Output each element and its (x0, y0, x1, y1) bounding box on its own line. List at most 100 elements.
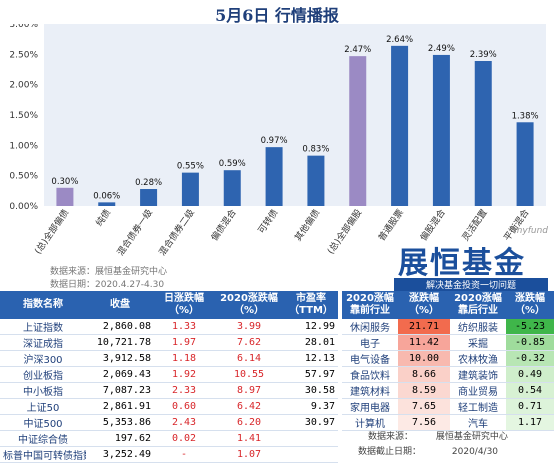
x-tick-label: (总)全部偏债 (32, 207, 72, 257)
plot-area (44, 24, 546, 206)
data-label: 2.64% (386, 35, 413, 45)
table-cell: 3,912.58 (86, 350, 154, 367)
brand-logo: myfund 展恒基金 解决基金投资一切问题 (388, 226, 552, 296)
table-cell: 0.54 (506, 382, 554, 399)
x-tick-label: 混合债券二级 (156, 207, 197, 258)
table-cell: 标普中国可转债指数 (0, 446, 86, 463)
table-cell: 8.59 (398, 382, 450, 399)
bar (432, 54, 450, 206)
x-tick-label: 其他偏债 (292, 207, 322, 243)
chart-source-notes: 数据来源：展恒基金研究中心 数据日期：2020.4.27-4.30 (50, 266, 167, 292)
data-label: 0.30% (51, 177, 78, 187)
table-row: 深证成指 10,721.78 1.97 7.62 28.01 (0, 334, 338, 351)
y-tick-label: 0.00% (9, 202, 38, 212)
table-cell: 8.66 (398, 366, 450, 383)
bar (56, 187, 74, 206)
table-cell: 0.49 (506, 366, 554, 383)
table-row: 沪深300 3,912.58 1.18 6.14 12.13 (0, 350, 338, 367)
table-cell: 采掘 (450, 334, 506, 351)
table-cell: 12.99 (284, 319, 338, 335)
table-row: 休闲服务 21.71 纺织服装 -5.23 (342, 319, 554, 335)
table-cell: 商业贸易 (450, 382, 506, 399)
table-cell: 建筑材料 (342, 382, 398, 399)
x-tick-label: 混合债券一级 (114, 207, 155, 258)
table-cell: 6.14 (214, 350, 284, 367)
table-cell: 7.65 (398, 398, 450, 415)
table-cell: 1.92 (154, 366, 214, 383)
table-cell: 1.18 (154, 350, 214, 367)
bar (98, 202, 116, 206)
table-cell: 11.42 (398, 334, 450, 351)
x-tick-label: 纯债 (93, 207, 113, 229)
table-row: 计算机 7.56 汽车 1.17 (342, 414, 554, 431)
table-cell: 2,860.08 (86, 319, 154, 335)
table-row: 中小板指 7,087.23 2.33 8.97 30.58 (0, 382, 338, 399)
y-tick-label: 1.00% (9, 141, 38, 151)
page-title: 5月6日 行情播报 (215, 6, 339, 25)
table-cell: 1.07 (214, 446, 284, 463)
table-cell: -0.32 (506, 350, 554, 367)
table-cell: 8.97 (214, 382, 284, 399)
table-cell: 2.43 (154, 414, 214, 431)
industry-table-header: 涨跌幅（%） (506, 291, 554, 319)
table-row: 标普中国可转债指数 3,252.49-1.07 (0, 446, 338, 463)
brand-slogan: 解决基金投资一切问题 (394, 278, 548, 294)
table-row: 中证500 5,353.86 2.43 6.20 30.97 (0, 414, 338, 431)
table-row: 创业板指 2,069.43 1.92 10.55 57.97 (0, 366, 338, 383)
footer-source: 数据来源： 展恒基金研究中心 (368, 429, 508, 442)
data-label: 2.39% (470, 50, 497, 60)
table-cell: 深证成指 (0, 334, 86, 351)
table-cell: 家用电器 (342, 398, 398, 415)
table-cell: 21.71 (398, 319, 450, 335)
table-cell: 食品饮料 (342, 366, 398, 383)
table-cell: 5,353.86 (86, 414, 154, 431)
table-cell: 57.97 (284, 366, 338, 383)
table-cell: 上证50 (0, 398, 86, 415)
table-cell: 1.97 (154, 334, 214, 351)
table-cell (284, 446, 338, 463)
chart-source: 数据来源：展恒基金研究中心 (50, 267, 168, 277)
table-cell: 电气设备 (342, 350, 398, 367)
table-cell: 197.62 (86, 430, 154, 447)
table-row: 建筑材料 8.59 商业贸易 0.54 (342, 382, 554, 399)
brand-site: myfund (513, 226, 548, 236)
index-table-header: 收盘 (86, 291, 154, 319)
table-cell: 农林牧渔 (450, 350, 506, 367)
table-cell: 7,087.23 (86, 382, 154, 399)
industry-table: 2020涨幅靠前行业 涨跌幅（%） 2020涨幅靠后行业 涨跌幅（%） 休闲服务 21.… (342, 291, 554, 431)
index-table-header: 市盈率（TTM） (284, 291, 338, 319)
table-cell: 建筑装饰 (450, 366, 506, 383)
bar (140, 189, 158, 206)
data-label: 2.49% (428, 44, 455, 54)
table-cell: 轻工制造 (450, 398, 506, 415)
table-cell: 1.17 (506, 414, 554, 431)
table-cell: 30.97 (284, 414, 338, 431)
table-cell: 12.13 (284, 350, 338, 367)
data-label: 0.83% (302, 145, 329, 155)
footer-source-label: 数据来源： (368, 432, 414, 442)
industry-table-header: 2020涨幅靠前行业 (342, 291, 398, 319)
y-tick-label: 1.50% (9, 111, 38, 121)
table-cell: 中小板指 (0, 382, 86, 399)
footer-date: 数据截止日期： 2020/4/30 (358, 444, 498, 457)
footer-date-label: 数据截止日期： (358, 447, 422, 457)
table-cell: -5.23 (506, 319, 554, 335)
table-cell: 休闲服务 (342, 319, 398, 335)
table-cell: 2,861.91 (86, 398, 154, 415)
data-label: 0.28% (135, 178, 162, 188)
table-cell: 3.99 (214, 319, 284, 335)
table-cell: - (154, 446, 214, 463)
table-cell: 计算机 (342, 414, 398, 431)
data-label: 1.38% (512, 111, 539, 121)
x-tick-label: 可转债 (255, 207, 280, 236)
table-cell: 中证综合债 (0, 430, 86, 447)
table-row: 电子 11.42 采掘 -0.85 (342, 334, 554, 351)
bar (391, 45, 409, 207)
table-row: 中证综合债 197.62 0.02 1.41 (0, 430, 338, 447)
table-cell: 纺织服装 (450, 319, 506, 335)
table-cell: 创业板指 (0, 366, 86, 383)
y-tick-label: 0.50% (9, 172, 38, 182)
table-cell: 电子 (342, 334, 398, 351)
table-cell: 30.58 (284, 382, 338, 399)
y-tick-label: 2.00% (9, 81, 38, 91)
